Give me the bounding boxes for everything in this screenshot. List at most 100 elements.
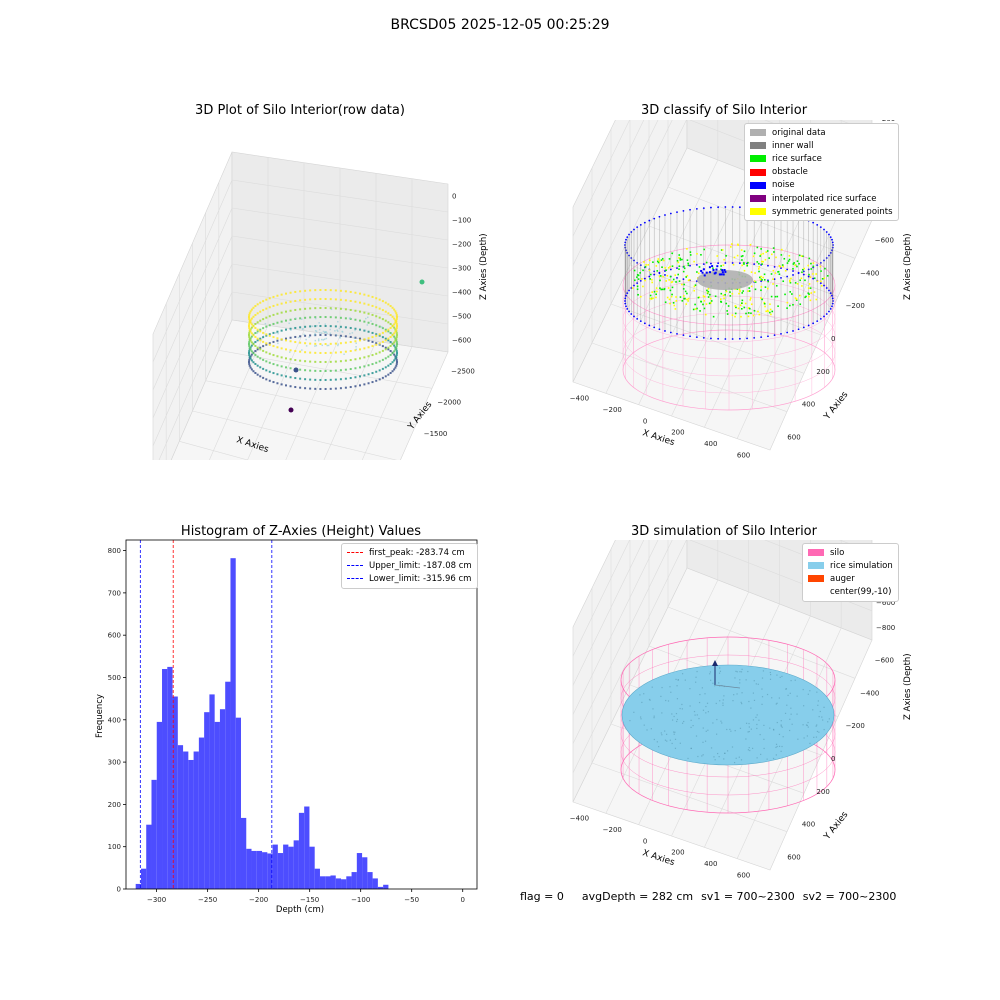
data-point bbox=[299, 290, 301, 292]
histogram-bar bbox=[357, 853, 362, 889]
legend-entry: inner wall bbox=[750, 139, 893, 152]
rice-point bbox=[760, 734, 761, 735]
data-point bbox=[350, 368, 352, 370]
surface-point bbox=[725, 255, 727, 257]
noise-point bbox=[696, 336, 698, 338]
rice-point bbox=[675, 739, 676, 740]
data-point bbox=[396, 325, 398, 327]
surface-point bbox=[677, 260, 679, 262]
rice-point bbox=[697, 756, 698, 757]
data-point bbox=[368, 373, 370, 375]
y-tick-label: 600 bbox=[787, 854, 800, 862]
legend-swatch bbox=[808, 549, 824, 556]
data-point bbox=[272, 372, 274, 374]
data-point bbox=[257, 374, 259, 376]
noise-point bbox=[696, 208, 698, 210]
data-point bbox=[272, 341, 274, 343]
histogram-bar bbox=[304, 807, 309, 889]
data-point bbox=[375, 297, 377, 299]
surface-point bbox=[747, 262, 749, 264]
x-tick-label: −400 bbox=[570, 815, 589, 823]
noise-point bbox=[640, 280, 642, 282]
data-point bbox=[257, 332, 259, 334]
surface-point bbox=[824, 268, 826, 270]
data-point bbox=[363, 294, 365, 296]
rice-point bbox=[723, 695, 724, 696]
data-point bbox=[382, 341, 384, 343]
rice-point bbox=[727, 750, 728, 751]
data-point bbox=[252, 307, 254, 309]
surface-point bbox=[709, 294, 711, 296]
surface-point bbox=[671, 253, 673, 255]
noise-point bbox=[710, 338, 712, 340]
rice-point bbox=[781, 720, 782, 721]
data-point bbox=[318, 340, 320, 342]
surface-point bbox=[810, 268, 812, 270]
surface-point bbox=[760, 279, 762, 281]
surface-point bbox=[700, 301, 702, 303]
panel1-zlabel: Z Axies (Depth) bbox=[479, 233, 489, 300]
x-tick-label: −50 bbox=[404, 896, 419, 904]
surface-point bbox=[758, 266, 760, 268]
data-point bbox=[294, 341, 296, 343]
data-point bbox=[390, 345, 392, 347]
data-point bbox=[363, 383, 365, 385]
surface-point bbox=[799, 280, 801, 282]
data-point bbox=[392, 352, 394, 354]
rice-point bbox=[719, 673, 720, 674]
panel1-plot: −600−400−200020040060080010005000−500−10… bbox=[0, 120, 500, 460]
rice-point bbox=[657, 741, 658, 742]
data-point bbox=[382, 332, 384, 334]
surface-point bbox=[678, 254, 680, 256]
surface-point bbox=[785, 270, 787, 272]
y-tick-label: −400 bbox=[860, 269, 879, 277]
rice-point bbox=[797, 696, 798, 697]
data-point bbox=[349, 333, 351, 335]
rice-point bbox=[706, 731, 707, 732]
data-point bbox=[394, 358, 396, 360]
surface-point bbox=[650, 295, 652, 297]
rice-point bbox=[696, 735, 697, 736]
surface-point bbox=[773, 247, 775, 249]
data-point bbox=[382, 359, 384, 361]
data-point bbox=[318, 322, 320, 324]
data-point bbox=[321, 339, 323, 341]
histogram-bar bbox=[167, 667, 172, 889]
rice-point bbox=[719, 667, 720, 668]
data-point bbox=[393, 350, 395, 352]
data-point bbox=[396, 314, 398, 316]
surface-point bbox=[748, 287, 750, 289]
surface-point bbox=[782, 266, 784, 268]
surface-point bbox=[640, 296, 642, 298]
data-point bbox=[396, 318, 398, 320]
surface-point bbox=[792, 268, 794, 270]
surface-point bbox=[643, 261, 645, 263]
noise-point bbox=[711, 265, 713, 267]
data-point bbox=[335, 379, 337, 381]
surface-point bbox=[760, 248, 762, 250]
data-point bbox=[335, 343, 337, 345]
surface-point bbox=[748, 316, 750, 318]
noise-point bbox=[786, 269, 788, 271]
data-point bbox=[394, 310, 396, 312]
data-point bbox=[265, 342, 267, 344]
data-point bbox=[248, 354, 250, 356]
legend-label: rice surface bbox=[772, 154, 822, 164]
surface-point bbox=[722, 249, 724, 251]
surface-point bbox=[725, 303, 727, 305]
surface-point bbox=[737, 244, 739, 246]
surface-point bbox=[679, 265, 681, 267]
data-point bbox=[354, 328, 356, 330]
z-tick-label: −500 bbox=[452, 312, 471, 320]
surface-point bbox=[764, 273, 766, 275]
surface-point bbox=[767, 310, 769, 312]
surface-point bbox=[681, 259, 683, 261]
surface-point bbox=[677, 274, 679, 276]
data-point bbox=[277, 343, 279, 345]
surface-point bbox=[743, 263, 745, 265]
data-point bbox=[396, 327, 398, 329]
data-point bbox=[272, 296, 274, 298]
data-point bbox=[368, 340, 370, 342]
data-point bbox=[356, 349, 358, 351]
surface-point bbox=[638, 275, 640, 277]
